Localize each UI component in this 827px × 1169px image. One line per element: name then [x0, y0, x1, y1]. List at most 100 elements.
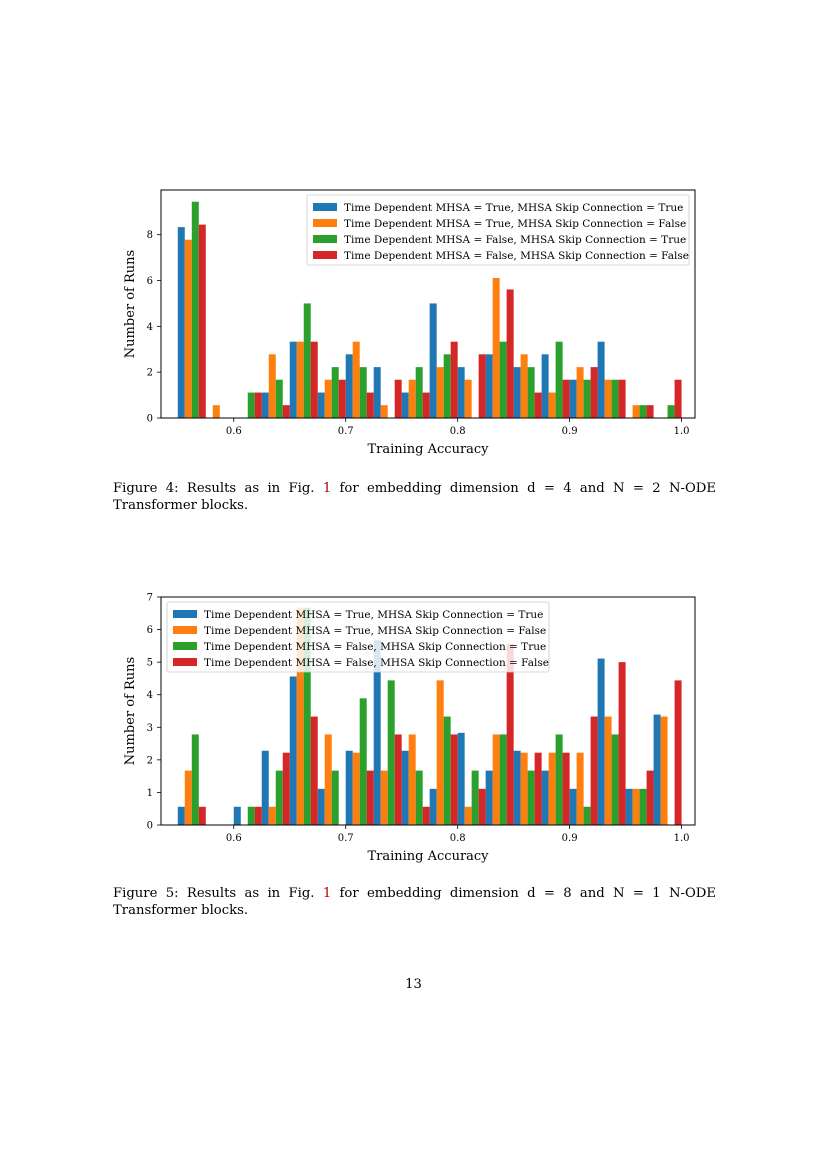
bar-series4-bin5: [310, 716, 318, 825]
bar-series1-bin16: [597, 658, 605, 825]
bar-series1-bin8: [373, 640, 381, 825]
bar-series1-bin18: [653, 714, 661, 825]
bars: [177, 607, 682, 825]
bar-series4-bin17: [646, 770, 654, 825]
figure-4-caption-ref-link[interactable]: 1: [322, 481, 332, 496]
bar-series3-bin17: [639, 405, 647, 418]
bar-series4-bin14: [562, 379, 570, 418]
bar-series3-bin14: [555, 341, 563, 418]
bar-series4-bin9: [422, 806, 430, 825]
bar-series4-bin10: [450, 734, 458, 825]
legend-entry-3: Time Dependent MHSA = False, MHSA Skip C…: [344, 234, 686, 246]
figure-4-caption-suffix: for embedding dimension d = 4 and N = 2 …: [113, 481, 717, 513]
bar-series2-bin1: [184, 770, 192, 825]
bar-series3-bin10: [443, 354, 451, 418]
bar-series2-bin12: [492, 277, 500, 418]
bar-series1-bin13: [513, 750, 521, 825]
legend: Time Dependent MHSA = True, MHSA Skip Co…: [306, 194, 690, 266]
bar-series2-bin7: [352, 341, 360, 418]
figure-4-caption-prefix: Figure 4: Results as in Fig.: [113, 481, 315, 496]
bar-series2-bin11: [464, 379, 472, 418]
bar-series1-bin1: [177, 806, 185, 825]
bar-series3-bin3: [247, 392, 255, 418]
legend-entry-2: Time Dependent MHSA = True, MHSA Skip Co…: [344, 218, 686, 230]
bar-series1-bin11: [457, 732, 465, 825]
y-tick-label: 2: [147, 755, 153, 766]
y-tick-label: 1: [147, 788, 153, 799]
y-axis-label: Number of Runs: [123, 250, 138, 358]
legend-swatch-2: [173, 626, 197, 634]
y-tick-label: 6: [147, 276, 153, 287]
bar-series2-bin8: [380, 405, 388, 418]
bar-series4-bin1: [198, 806, 206, 825]
x-axis-label: Training Accuracy: [367, 442, 489, 457]
bar-series1-bin6: [317, 392, 325, 418]
bar-series2-bin10: [436, 680, 444, 825]
figure-5-caption-suffix: for embedding dimension d = 8 and N = 1 …: [113, 886, 717, 918]
bar-series3-bin11: [471, 770, 479, 825]
bar-series3-bin6: [331, 770, 339, 825]
bar-series1-bin1: [177, 227, 185, 418]
bar-series3-bin8: [387, 680, 395, 825]
bar-series1-bin9: [401, 392, 409, 418]
bar-series4-bin3: [254, 392, 262, 418]
bar-series3-bin7: [359, 698, 367, 825]
bar-series1-bin16: [597, 341, 605, 418]
bar-series1-bin4: [261, 750, 269, 825]
legend: Time Dependent MHSA = True, MHSA Skip Co…: [166, 601, 550, 673]
y-tick-label: 0: [147, 821, 153, 832]
bar-series3-bin6: [331, 367, 339, 418]
figure-5-caption-ref-link[interactable]: 1: [322, 886, 332, 901]
bar-series3-bin15: [583, 379, 591, 418]
bar-series2-bin11: [464, 806, 472, 825]
x-tick-label: 1.0: [674, 426, 690, 437]
bar-series4-bin11: [478, 354, 486, 418]
bar-series2-bin17: [632, 405, 640, 418]
bar-series4-bin17: [646, 405, 654, 418]
legend-swatch-1: [173, 610, 197, 618]
bar-series3-bin18: [667, 405, 675, 418]
bar-series2-bin16: [604, 716, 612, 825]
bar-series2-bin6: [324, 734, 332, 825]
bar-series3-bin10: [443, 716, 451, 825]
y-tick-label: 4: [147, 322, 153, 333]
bar-series4-bin16: [618, 662, 626, 825]
bar-series4-bin15: [590, 716, 598, 825]
legend-entry-3: Time Dependent MHSA = False, MHSA Skip C…: [204, 641, 546, 653]
legend-swatch-3: [313, 235, 337, 243]
bar-series2-bin15: [576, 752, 584, 825]
plot-frame: [160, 189, 696, 419]
bar-series3-bin9: [415, 367, 423, 418]
bar-series1-bin12: [485, 770, 493, 825]
bar-series3-bin4: [275, 770, 283, 825]
x-tick-label: 1.0: [674, 833, 690, 844]
bar-series2-bin17: [632, 788, 640, 825]
bar-series1-bin9: [401, 750, 409, 825]
bar-series1-bin4: [261, 392, 269, 418]
bar-series4-bin10: [450, 341, 458, 418]
bar-series1-bin13: [513, 367, 521, 418]
bar-series3-bin3: [247, 806, 255, 825]
x-tick-label: 0.7: [338, 426, 354, 437]
bar-series4-bin8: [394, 379, 402, 418]
bar-series4-bin18: [674, 680, 682, 825]
bars: [177, 201, 682, 418]
bar-series2-bin7: [352, 752, 360, 825]
bar-series3-bin4: [275, 379, 283, 418]
bar-series4-bin12: [506, 643, 514, 825]
legend-entry-2: Time Dependent MHSA = True, MHSA Skip Co…: [204, 625, 546, 637]
legend-entry-4: Time Dependent MHSA = False, MHSA Skip C…: [204, 657, 549, 669]
legend-swatch-4: [313, 251, 337, 259]
bar-series2-bin5: [296, 341, 304, 418]
x-axis-label: Training Accuracy: [367, 849, 489, 864]
page-number: 13: [405, 977, 422, 992]
bar-series1-bin10: [429, 303, 437, 418]
bar-series1-bin17: [625, 788, 633, 825]
x-tick-label: 0.8: [450, 426, 466, 437]
y-tick-label: 2: [147, 368, 153, 379]
bar-series2-bin4: [268, 354, 276, 418]
legend-swatch-4: [173, 658, 197, 666]
bar-series3-bin16: [611, 734, 619, 825]
bar-series1-bin7: [345, 354, 353, 418]
figure-4-chart: 0.6 0.7 0.8 0.9 1.0 0 2 4 6 8 Training Accuracy Num…: [123, 189, 696, 457]
